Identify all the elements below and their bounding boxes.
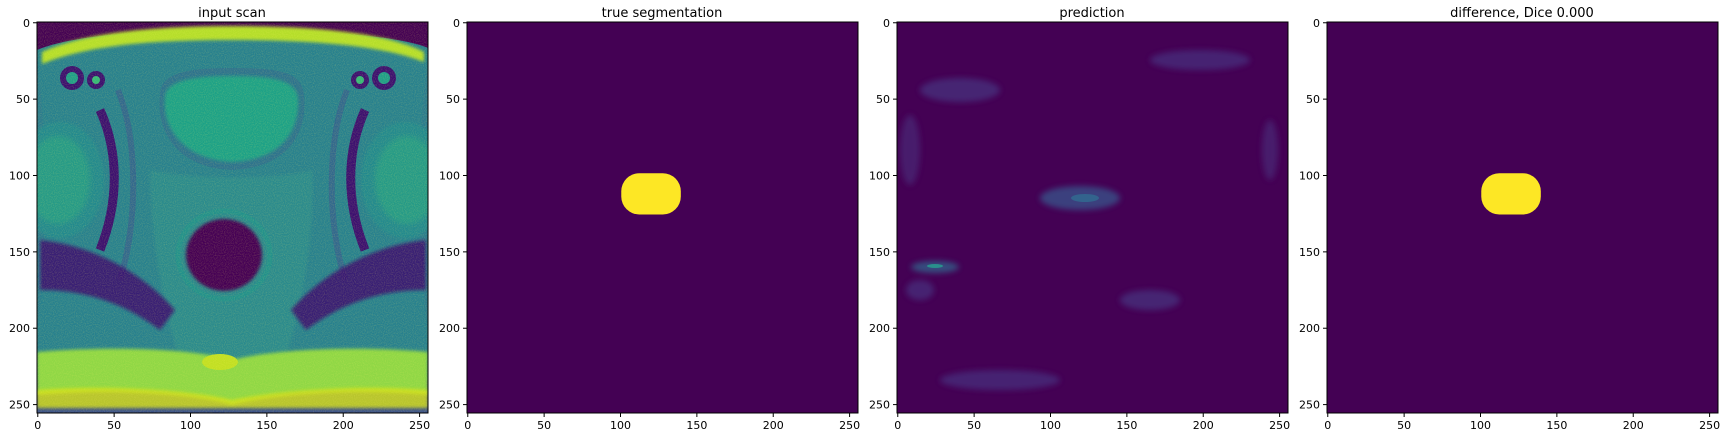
y-tick-label: 250 [439, 399, 460, 412]
x-tick-label: 250 [409, 419, 430, 432]
x-tick-label: 200 [1193, 419, 1214, 432]
panel-title: prediction [1059, 6, 1124, 21]
y-tick-label: 50 [1306, 93, 1320, 106]
x-tick-label: 100 [180, 419, 201, 432]
x-tick-label: 250 [1699, 419, 1720, 432]
x-tick-label: 0 [894, 419, 901, 432]
x-tick-label: 250 [1269, 419, 1290, 432]
y-tick-label: 250 [869, 399, 890, 412]
x-tick-label: 100 [1040, 419, 1061, 432]
y-tick-label: 50 [16, 93, 30, 106]
x-tick-label: 150 [1116, 419, 1137, 432]
panel-prediction: prediction 0 50 100 150 200 250 0 50 100 150 200 2… [869, 6, 1290, 432]
y-axis: 0 50 100 150 200 250 [869, 17, 897, 412]
difference-mask [1481, 173, 1541, 215]
x-axis: 0 50 100 150 200 250 [34, 413, 430, 432]
panel-title: difference, Dice 0.000 [1450, 6, 1594, 21]
y-tick-label: 250 [1299, 399, 1320, 412]
y-tick-label: 0 [23, 17, 30, 30]
y-tick-label: 100 [9, 169, 30, 182]
x-axis: 0 50 100 150 200 250 [464, 413, 860, 432]
x-axis: 0 50 100 150 200 250 [1324, 413, 1720, 432]
y-tick-label: 100 [439, 169, 460, 182]
panel-difference: difference, Dice 0.000 0 50 100 150 200 250 0… [1299, 6, 1720, 432]
y-axis: 0 50 100 150 200 250 [9, 17, 37, 412]
difference-image [1327, 22, 1718, 413]
x-tick-label: 0 [464, 419, 471, 432]
x-tick-label: 250 [839, 419, 860, 432]
x-tick-label: 0 [34, 419, 41, 432]
panel-true-segmentation: true segmentation 0 50 100 150 200 250 0 50 100… [439, 6, 860, 432]
x-tick-label: 50 [537, 419, 551, 432]
y-tick-label: 200 [9, 322, 30, 335]
x-tick-label: 150 [1546, 419, 1567, 432]
x-tick-label: 100 [1470, 419, 1491, 432]
y-tick-label: 100 [869, 169, 890, 182]
x-tick-label: 0 [1324, 419, 1331, 432]
axes-frame [466, 21, 859, 414]
x-axis: 0 50 100 150 200 250 [894, 413, 1290, 432]
segmentation-mask [621, 173, 681, 215]
y-tick-label: 200 [1299, 322, 1320, 335]
panel-input-scan: input scan [9, 6, 430, 432]
panel-title: true segmentation [602, 6, 723, 21]
x-tick-label: 150 [256, 419, 277, 432]
y-tick-label: 200 [869, 322, 890, 335]
panel-title: input scan [198, 6, 266, 21]
y-tick-label: 150 [869, 246, 890, 259]
y-tick-label: 50 [446, 93, 460, 106]
x-tick-label: 50 [107, 419, 121, 432]
x-tick-label: 200 [333, 419, 354, 432]
x-tick-label: 150 [686, 419, 707, 432]
x-tick-label: 200 [1623, 419, 1644, 432]
prediction-image [897, 22, 1288, 413]
axes-frame [1326, 21, 1719, 414]
y-tick-label: 0 [1313, 17, 1320, 30]
x-tick-label: 50 [1397, 419, 1411, 432]
axes-frame [36, 21, 429, 414]
x-tick-label: 50 [967, 419, 981, 432]
y-tick-label: 150 [439, 246, 460, 259]
y-tick-label: 200 [439, 322, 460, 335]
y-axis: 0 50 100 150 200 250 [439, 17, 467, 412]
y-tick-label: 0 [883, 17, 890, 30]
y-axis: 0 50 100 150 200 250 [1299, 17, 1327, 412]
y-tick-label: 150 [9, 246, 30, 259]
x-tick-label: 200 [763, 419, 784, 432]
y-tick-label: 250 [9, 399, 30, 412]
input-scan-image [37, 22, 428, 413]
y-tick-label: 50 [876, 93, 890, 106]
segmentation-image [467, 22, 858, 413]
y-tick-label: 150 [1299, 246, 1320, 259]
x-tick-label: 100 [610, 419, 631, 432]
y-tick-label: 0 [453, 17, 460, 30]
axes-frame [896, 21, 1289, 414]
y-tick-label: 100 [1299, 169, 1320, 182]
